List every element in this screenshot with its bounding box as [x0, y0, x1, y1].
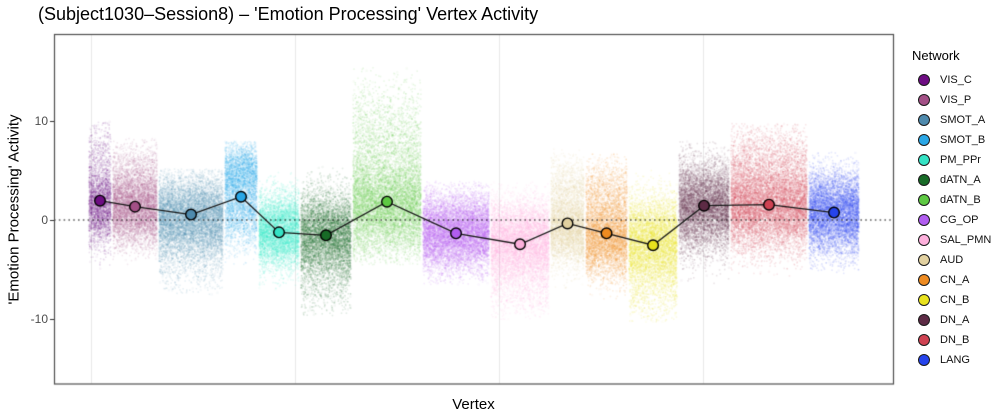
legend-swatch-icon — [918, 354, 930, 366]
legend-label: VIS_C — [940, 74, 972, 86]
legend-item-CN_B: CN_B — [906, 293, 969, 307]
legend-swatch-icon — [918, 134, 930, 146]
legend-swatch-icon — [918, 234, 930, 246]
legend-swatch-icon — [918, 154, 930, 166]
legend-swatch-icon — [918, 94, 930, 106]
legend-title: Network — [912, 48, 960, 63]
legend-item-PM_PPr: PM_PPr — [906, 153, 981, 167]
x-axis-label: Vertex — [452, 396, 495, 413]
legend-swatch-icon — [918, 174, 930, 186]
legend-item-DN_A: DN_A — [906, 313, 969, 327]
legend-swatch-icon — [918, 114, 930, 126]
legend-item-VIS_P: VIS_P — [906, 93, 971, 107]
y-tick-label: -10 — [30, 311, 48, 326]
legend-label: dATN_B — [940, 194, 981, 206]
legend-item-dATN_A: dATN_A — [906, 173, 981, 187]
y-tick-label: 10 — [34, 113, 48, 128]
legend-swatch-icon — [918, 214, 930, 226]
legend-label: PM_PPr — [940, 154, 981, 166]
legend-item-SMOT_B: SMOT_B — [906, 133, 985, 147]
legend-label: DN_A — [940, 314, 970, 326]
legend-item-LANG: LANG — [906, 353, 970, 367]
legend-item-SMOT_A: SMOT_A — [906, 113, 985, 127]
legend-item-dATN_B: dATN_B — [906, 193, 981, 207]
legend-label: CN_B — [940, 294, 970, 306]
legend-swatch-icon — [918, 274, 930, 286]
legend-item-CN_A: CN_A — [906, 273, 969, 287]
legend-label: SMOT_B — [940, 134, 986, 146]
legend-item-AUD: AUD — [906, 253, 963, 267]
legend: Network VIS_C VIS_P SMOT_A SMOT_B PM_PPr dATN… — [906, 48, 1000, 366]
legend-item-VIS_C: VIS_C — [906, 73, 972, 87]
legend-swatch-icon — [918, 254, 930, 266]
legend-label: CN_A — [940, 274, 970, 286]
legend-label: SAL_PMN — [940, 234, 992, 246]
legend-item-SAL_PMN: SAL_PMN — [906, 233, 991, 247]
legend-label: LANG — [940, 354, 970, 366]
legend-swatch-icon — [918, 194, 930, 206]
legend-label: dATN_A — [940, 174, 981, 186]
legend-label: VIS_P — [940, 94, 972, 106]
legend-swatch-icon — [918, 314, 930, 326]
legend-label: DN_B — [940, 334, 970, 346]
legend-item-CG_OP: CG_OP — [906, 213, 979, 227]
legend-label: SMOT_A — [940, 114, 986, 126]
legend-swatch-icon — [918, 74, 930, 86]
legend-label: AUD — [940, 254, 964, 266]
legend-label: CG_OP — [940, 214, 979, 226]
legend-swatch-icon — [918, 294, 930, 306]
legend-item-DN_B: DN_B — [906, 333, 969, 347]
y-tick-label: 0 — [41, 212, 48, 227]
legend-swatch-icon — [918, 334, 930, 346]
